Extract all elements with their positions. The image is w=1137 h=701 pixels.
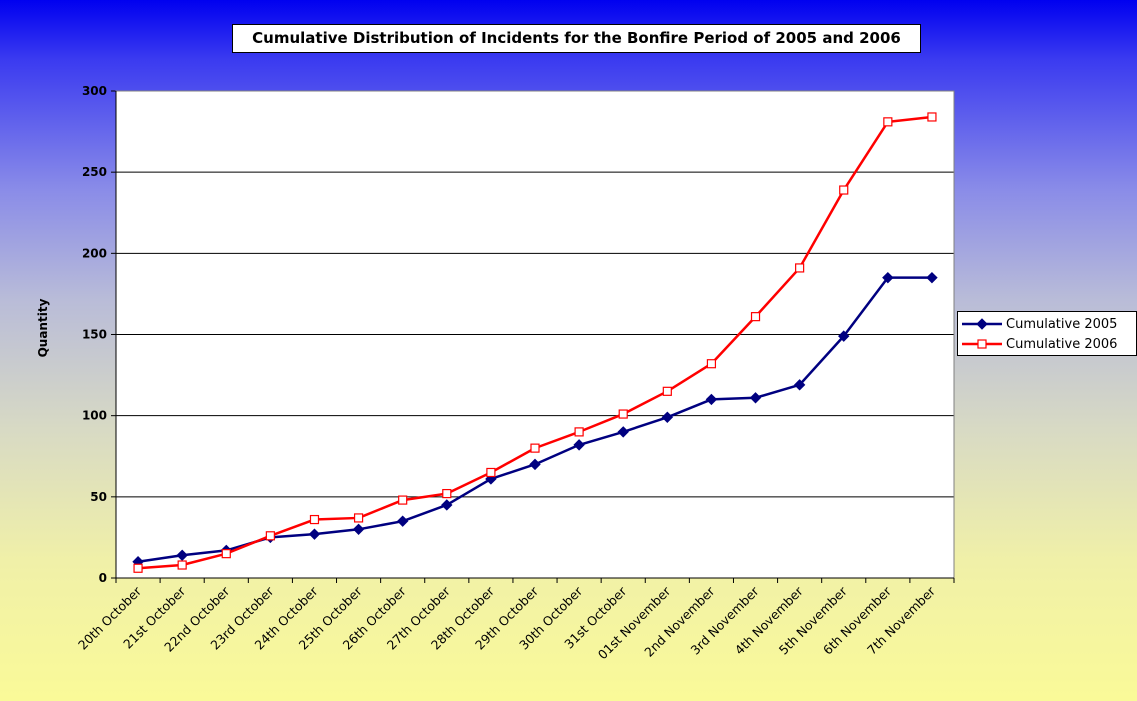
data-point-2006 bbox=[177, 560, 187, 570]
data-point-2006 bbox=[133, 563, 143, 573]
y-tick-label: 300 bbox=[82, 84, 107, 98]
y-tick-label: 250 bbox=[82, 165, 107, 179]
y-tick-label: 150 bbox=[82, 328, 107, 342]
data-point-2005 bbox=[838, 330, 850, 342]
legend-label-2005: Cumulative 2005 bbox=[1006, 316, 1118, 332]
data-point-2005 bbox=[441, 499, 453, 511]
data-point-2005 bbox=[617, 426, 629, 438]
data-point-2005 bbox=[793, 379, 806, 391]
chart-title: Cumulative Distribution of Incidents for… bbox=[232, 24, 921, 53]
data-point-2005 bbox=[882, 271, 894, 284]
data-point-2006 bbox=[883, 117, 893, 127]
legend-item-2005: Cumulative 2005 bbox=[962, 314, 1117, 334]
data-point-2006 bbox=[530, 443, 540, 453]
diamond-marker-icon bbox=[962, 318, 1002, 330]
data-point-2005 bbox=[396, 515, 409, 527]
data-point-2006 bbox=[618, 409, 628, 419]
data-point-2005 bbox=[926, 271, 938, 284]
data-point-2006 bbox=[309, 514, 320, 525]
data-point-2006 bbox=[750, 312, 761, 322]
y-tick-label: 100 bbox=[82, 409, 107, 423]
y-tick-label: 200 bbox=[82, 246, 107, 260]
data-point-2006 bbox=[662, 386, 672, 396]
data-point-2006 bbox=[265, 531, 275, 541]
data-point-2006 bbox=[398, 495, 408, 505]
data-point-2006 bbox=[442, 488, 452, 499]
data-point-2006 bbox=[221, 549, 231, 559]
data-point-2005 bbox=[661, 411, 674, 423]
data-point-2005 bbox=[176, 549, 188, 561]
data-point-2005 bbox=[529, 458, 541, 471]
y-tick-label: 0 bbox=[99, 571, 107, 585]
y-tick-label: 50 bbox=[90, 490, 107, 504]
data-point-2006 bbox=[839, 185, 849, 195]
data-point-2005 bbox=[308, 528, 321, 540]
data-point-2006 bbox=[574, 427, 584, 437]
data-point-2005 bbox=[705, 393, 718, 406]
legend-item-2006: Cumulative 2006 bbox=[962, 334, 1117, 354]
legend-label-2006: Cumulative 2006 bbox=[1006, 336, 1118, 352]
data-point-2005 bbox=[352, 523, 365, 536]
data-point-2005 bbox=[749, 392, 762, 404]
data-point-2006 bbox=[706, 359, 717, 369]
data-point-2006 bbox=[486, 467, 496, 478]
data-point-2006 bbox=[927, 112, 937, 122]
data-point-2006 bbox=[795, 263, 805, 273]
data-point-2005 bbox=[573, 439, 585, 451]
data-point-2006 bbox=[353, 513, 364, 523]
legend: Cumulative 2005 Cumulative 2006 bbox=[957, 311, 1137, 356]
square-marker-icon bbox=[962, 339, 1002, 349]
